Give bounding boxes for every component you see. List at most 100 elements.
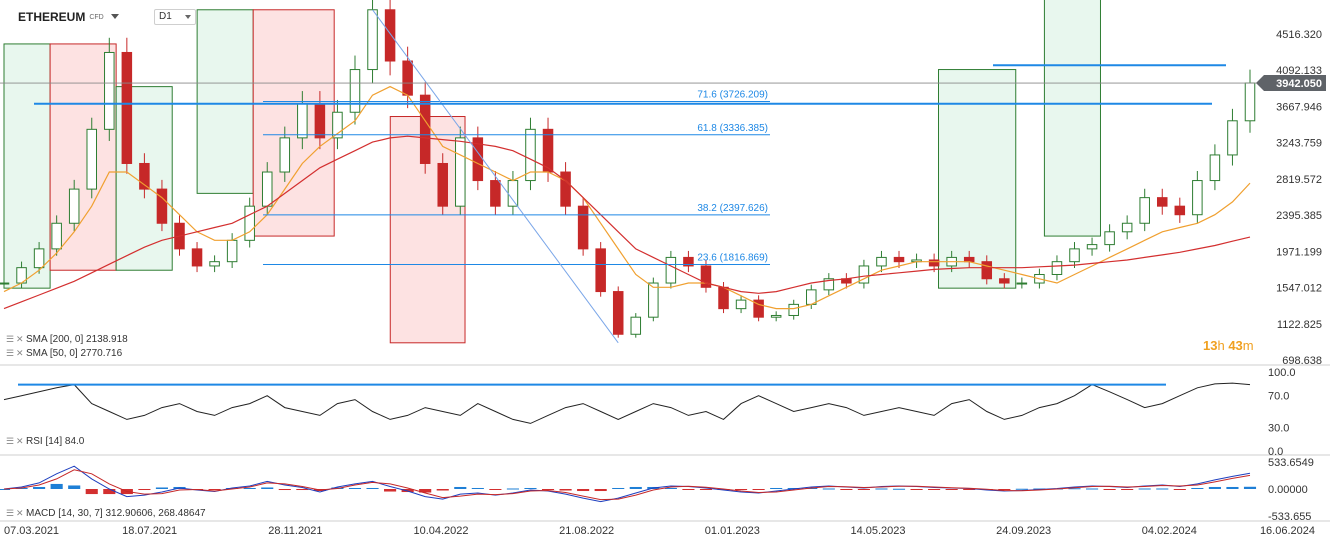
close-icon[interactable]: ✕: [16, 348, 24, 358]
macd-histogram-bar: [963, 489, 976, 490]
price-candle: [577, 205, 589, 250]
rsi-label: RSI [14] 84.0: [26, 436, 85, 447]
price-candle: [525, 128, 536, 182]
macd-histogram-bar: [68, 485, 81, 489]
drag-handle-icon[interactable]: ☰: [6, 436, 15, 446]
macd-histogram-bar: [752, 489, 765, 490]
price-candle: [963, 256, 975, 263]
instrument-type: CFD: [89, 14, 104, 22]
macd-histogram-bar: [857, 489, 870, 490]
price-candle: [630, 316, 642, 335]
time-tick-label: 07.03.2021: [4, 525, 59, 537]
countdown-minutes: 43: [1228, 338, 1243, 353]
rsi-legend[interactable]: ☰ ✕ RSI [14] 84.0: [6, 436, 84, 447]
price-tick-label: 698.638: [1282, 355, 1322, 367]
symbol-dropdown-icon[interactable]: [111, 14, 119, 19]
rsi-tick-label: 0.0: [1268, 446, 1283, 458]
price-tick-label: 4092.133: [1276, 65, 1322, 77]
price-candle: [279, 137, 291, 173]
price-candle: [770, 314, 782, 318]
countdown-hours: 13: [1203, 338, 1218, 353]
countdown-m-unit: m: [1242, 338, 1254, 353]
price-candle: [261, 171, 273, 207]
close-icon[interactable]: ✕: [16, 508, 24, 518]
macd-histogram-bar: [945, 489, 958, 490]
macd-histogram-bar: [928, 489, 941, 490]
fib-level-label: 71.6 (3726.209): [697, 89, 768, 100]
time-tick-label: 10.04.2022: [413, 525, 468, 537]
macd-histogram-bar: [892, 488, 906, 490]
macd-histogram-bar: [348, 487, 362, 489]
macd-legend[interactable]: ☰ ✕ MACD [14, 30, 7] 312.90606, 268.48647: [6, 508, 206, 519]
macd-histogram-bar: [594, 489, 607, 492]
sma200-legend[interactable]: ☰ ✕ SMA [200, 0] 2138.918: [6, 334, 128, 345]
price-candle: [1209, 154, 1221, 182]
price-tick-label: 3243.759: [1276, 138, 1322, 150]
macd-histogram-bar: [296, 489, 309, 491]
macd-histogram-bar: [875, 488, 888, 490]
countdown-h-unit: h: [1217, 338, 1225, 353]
price-candle: [121, 51, 133, 164]
macd-histogram-bar: [261, 487, 274, 489]
fibonacci-levels: 71.6 (3726.209) 61.8 (3336.385) 38.2 (2397…: [263, 9, 770, 344]
drag-handle-icon[interactable]: ☰: [6, 508, 15, 518]
rsi-line: [3, 382, 1251, 424]
macd-histogram-bar: [612, 487, 625, 489]
time-tick-label: 21.08.2022: [559, 525, 614, 537]
symbol-title[interactable]: ETHEREUM CFD: [18, 10, 104, 24]
price-candle: [1174, 205, 1186, 216]
macd-histogram-bar: [1103, 489, 1116, 490]
time-tick-label: 18.07.2021: [122, 525, 177, 537]
macd-histogram-bar: [770, 487, 783, 489]
price-candle: [1227, 120, 1238, 156]
macd-histogram-bar: [138, 489, 151, 491]
price-tick-label: 3667.946: [1276, 101, 1322, 113]
price-tick-label: 2395.385: [1276, 210, 1322, 222]
time-tick-label: 04.02.2024: [1142, 525, 1197, 537]
macd-histogram-bar: [33, 486, 46, 489]
price-candle: [1121, 222, 1133, 233]
time-axis: 07.03.2021 18.07.2021 28.11.2021 10.04.2022…: [4, 525, 1315, 537]
close-icon[interactable]: ✕: [16, 436, 24, 446]
price-candle: [455, 137, 466, 207]
macd-histogram-bar: [384, 489, 397, 492]
price-candle: [595, 248, 606, 293]
macd-histogram-bar: [699, 489, 713, 490]
macd-histogram-bar: [1156, 488, 1169, 490]
close-icon[interactable]: ✕: [16, 334, 24, 344]
macd-histogram-bar: [243, 487, 256, 489]
pattern-box-up-6: [938, 69, 1017, 289]
price-candle: [1104, 231, 1115, 246]
price-candle: [893, 256, 905, 263]
macd-label: MACD [14, 30, 7] 312.90606, 268.48647: [26, 508, 206, 519]
price-candle: [0, 282, 10, 285]
macd-histogram-bar: [454, 486, 467, 489]
price-tick-label: 1547.012: [1276, 283, 1322, 295]
macd-histogram-bar: [0, 489, 11, 490]
price-candle: [1156, 197, 1168, 207]
price-candle: [244, 205, 255, 241]
macd-histogram-bar: [1121, 489, 1134, 490]
price-candle: [332, 111, 343, 139]
timeframe-select[interactable]: D1: [154, 9, 196, 25]
sma50-legend[interactable]: ☰ ✕ SMA [50, 0] 2770.716: [6, 348, 122, 359]
macd-tick-label: 0.00000: [1268, 484, 1308, 496]
macd-series: [0, 465, 1257, 503]
price-candle: [507, 180, 519, 207]
price-candle: [86, 128, 98, 190]
drag-handle-icon[interactable]: ☰: [6, 348, 15, 358]
price-candle: [999, 278, 1010, 284]
drag-handle-icon[interactable]: ☰: [6, 334, 15, 344]
price-candle: [928, 259, 940, 267]
pattern-box-up-3: [196, 9, 254, 194]
price-candle: [1139, 197, 1150, 224]
macd-histogram-bar: [155, 487, 169, 489]
price-candle: [1244, 82, 1256, 122]
macd-histogram-bar: [50, 483, 63, 489]
macd-histogram-bar: [103, 489, 116, 495]
macd-histogram-bar: [735, 489, 748, 491]
price-candle: [68, 188, 80, 224]
price-series: [0, 0, 1256, 338]
